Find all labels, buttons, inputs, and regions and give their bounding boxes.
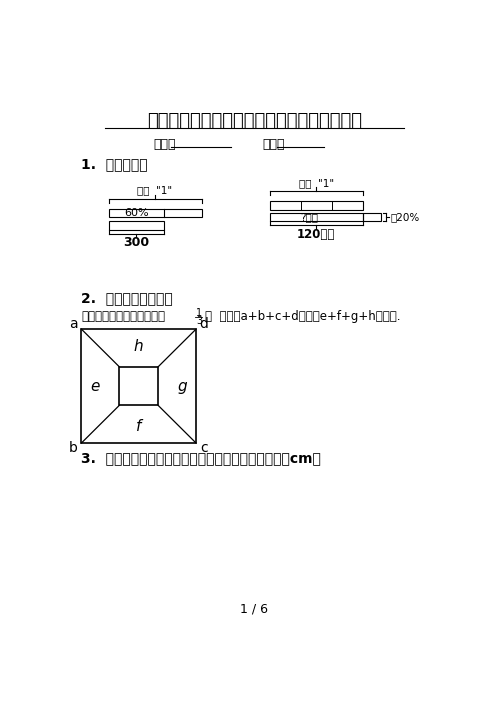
Text: 120千克: 120千克 — [297, 228, 335, 241]
Text: 1: 1 — [196, 308, 202, 318]
Text: e: e — [91, 378, 100, 394]
Bar — [120, 367, 158, 405]
Text: g: g — [177, 378, 187, 394]
Text: 部编版五年级下册数学看图列式计算基础练习: 部编版五年级下册数学看图列式计算基础练习 — [147, 112, 362, 130]
Bar — [109, 221, 164, 230]
Text: 2.  看图列方程解答。: 2. 看图列方程解答。 — [81, 291, 173, 305]
Text: 3: 3 — [196, 316, 202, 326]
Bar — [109, 209, 201, 218]
Text: 300: 300 — [124, 237, 149, 249]
Text: 3.  求如图中平行四边形中阴影部分的面积。（单位：cm）: 3. 求如图中平行四边形中阴影部分的面积。（单位：cm） — [81, 451, 321, 465]
Text: 班级：: 班级： — [153, 138, 176, 151]
Text: ，  求：（a+b+c+d）－（e+f+g+h）的值.: ， 求：（a+b+c+d）－（e+f+g+h）的值. — [205, 310, 401, 324]
Text: a: a — [69, 317, 78, 331]
Text: 1.  看图列式。: 1. 看图列式。 — [81, 157, 148, 171]
Text: 60%: 60% — [124, 208, 149, 218]
Text: 姓名：: 姓名： — [262, 138, 284, 151]
Text: 单位  "1": 单位 "1" — [299, 178, 334, 188]
Text: 于相邻三个顶点处数的和的: 于相邻三个顶点处数的和的 — [81, 310, 165, 324]
Text: b: b — [69, 441, 78, 455]
Text: h: h — [134, 338, 143, 354]
Text: c: c — [200, 441, 208, 455]
Text: 多20%: 多20% — [391, 212, 420, 222]
Text: f: f — [136, 418, 141, 434]
Bar — [270, 213, 363, 221]
Bar — [270, 201, 363, 210]
Text: d: d — [199, 317, 208, 331]
Bar — [81, 329, 196, 443]
Bar — [363, 213, 381, 221]
Text: ?千克: ?千克 — [300, 212, 318, 222]
Text: 单位  "1": 单位 "1" — [137, 185, 173, 195]
Text: 1 / 6: 1 / 6 — [240, 602, 268, 615]
